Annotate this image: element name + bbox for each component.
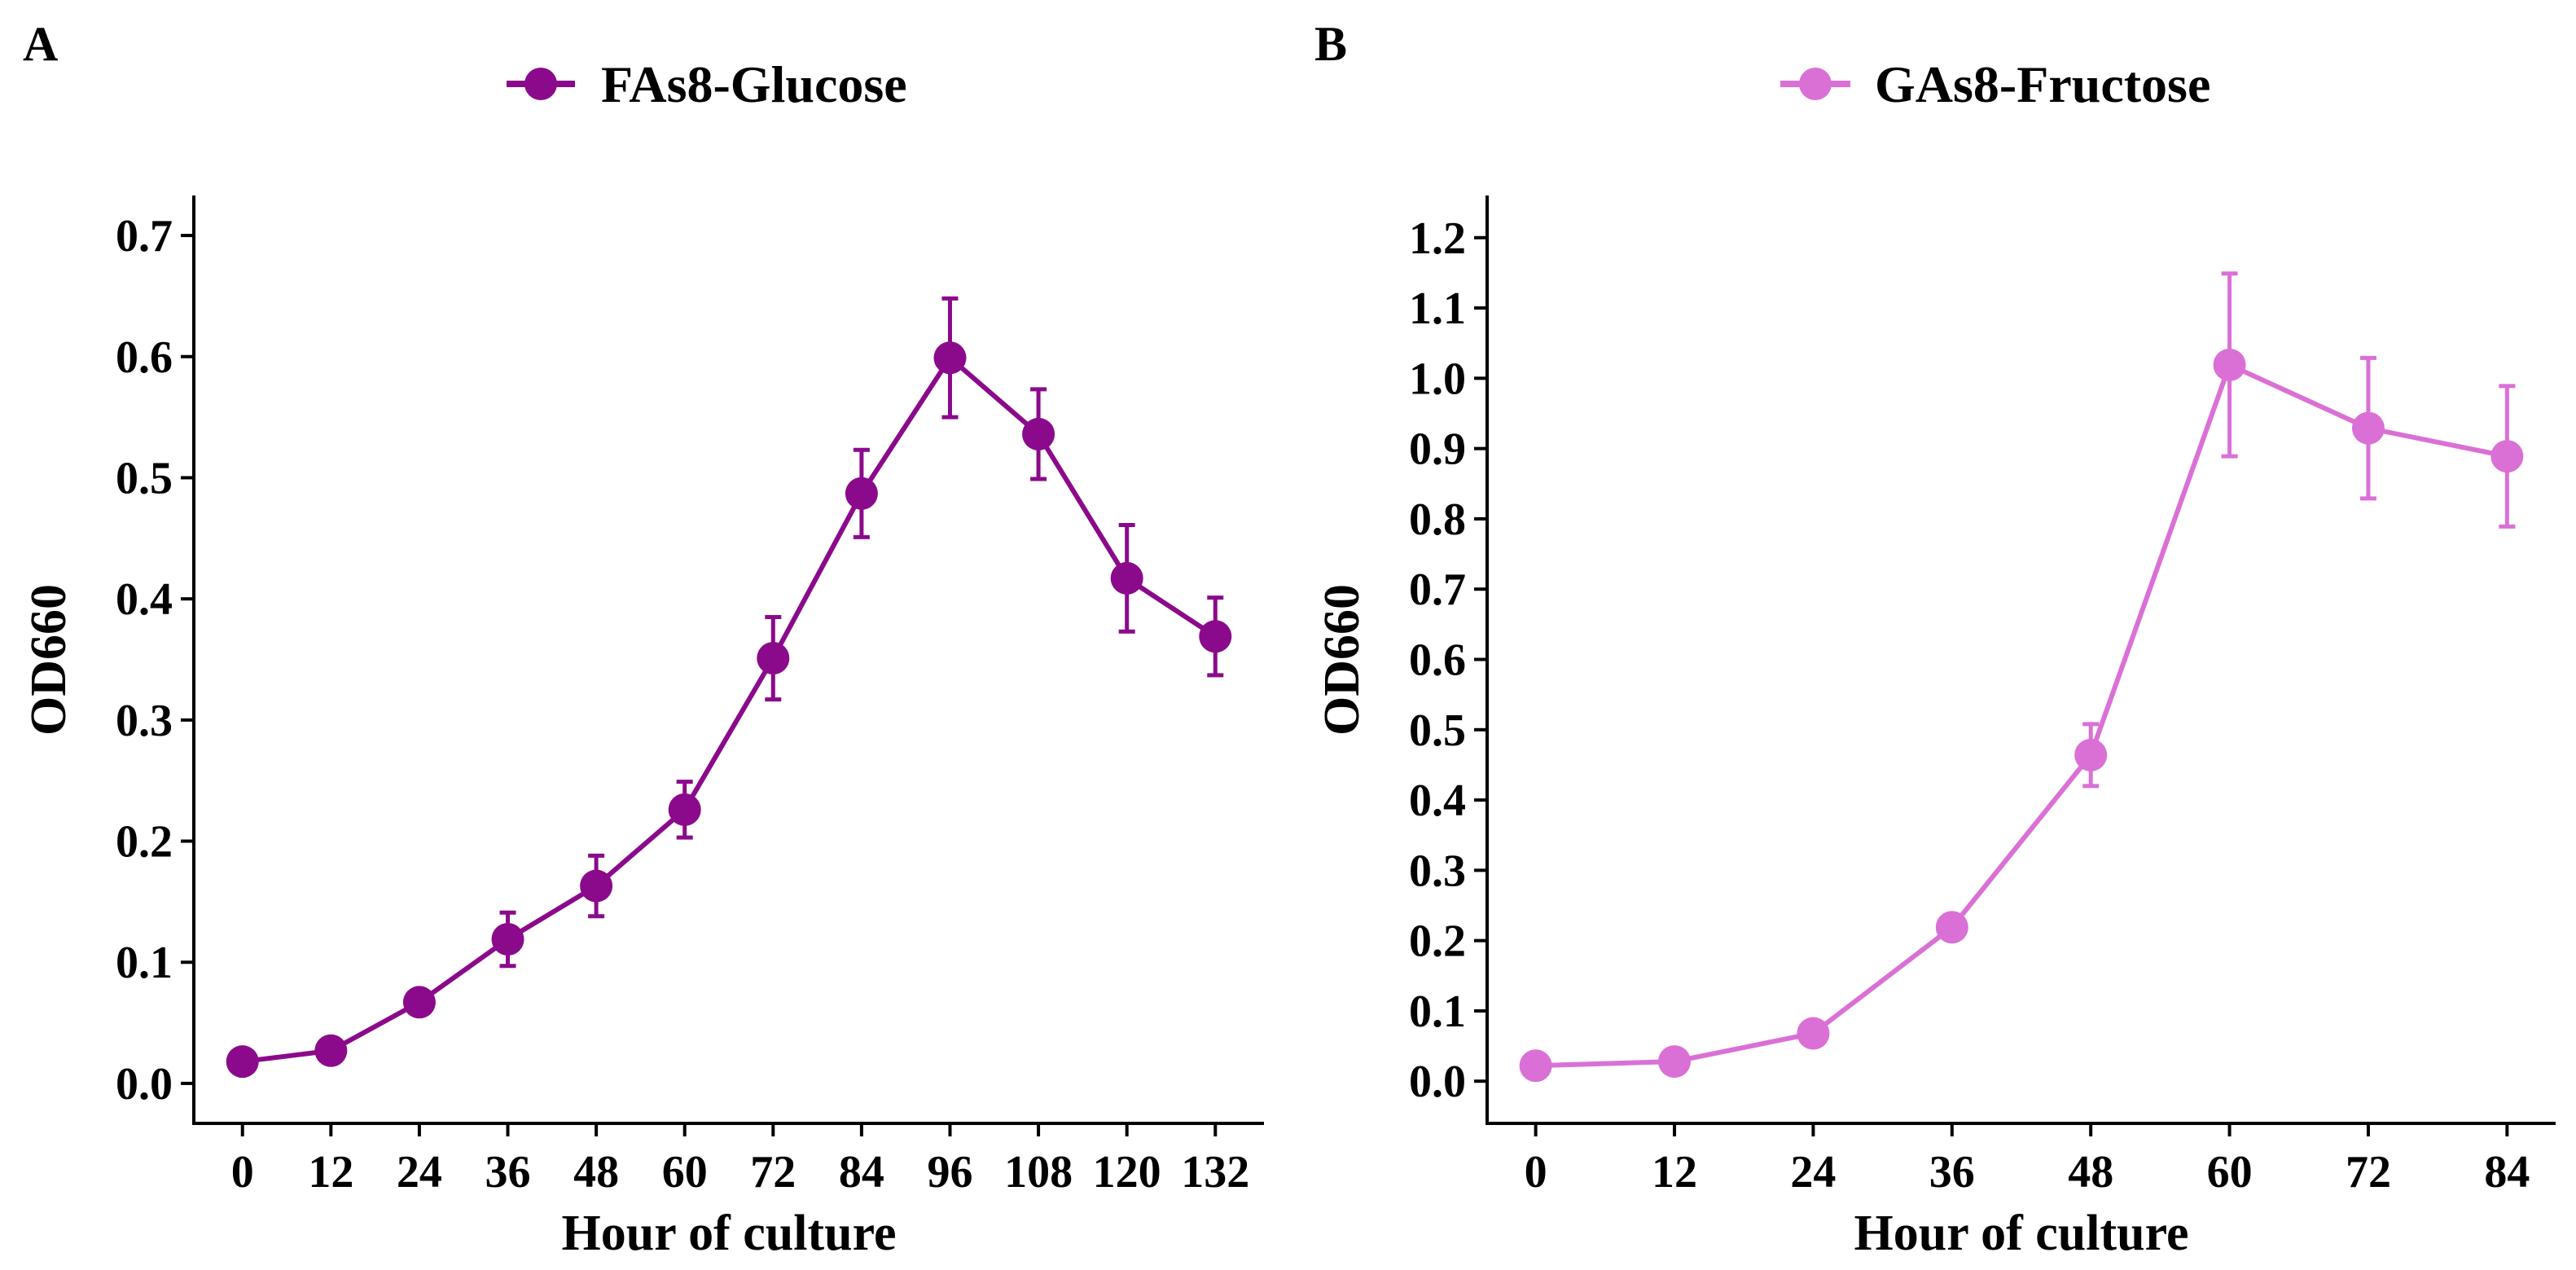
data-point bbox=[845, 477, 878, 510]
y-ticks: 0.0 0.1 0.2 0.3 0.4 0.5 0.6 0.7 0.8 0.9 1.0 1.1 1.2 bbox=[1409, 213, 1487, 1107]
x-tick-label: 24 bbox=[397, 1147, 442, 1197]
y-tick-label: 0.3 bbox=[116, 696, 173, 746]
data-point bbox=[2074, 738, 2108, 771]
y-tick-label: 0.4 bbox=[116, 574, 173, 625]
data-point bbox=[1110, 561, 1143, 595]
axes: 0.00.10.20.30.40.50.60.70.80.91.01.11.2 … bbox=[1409, 196, 2556, 1197]
data-point bbox=[314, 1034, 348, 1067]
y-tick-label: 0.1 bbox=[116, 938, 173, 988]
data-series bbox=[226, 296, 1232, 1079]
y-tick-label: 0.8 bbox=[1409, 494, 1466, 545]
panel-letter: A bbox=[23, 17, 58, 71]
x-tick-label: 0 bbox=[231, 1147, 254, 1197]
data-point bbox=[1199, 620, 1232, 653]
data-point bbox=[2351, 411, 2385, 445]
data-point bbox=[1519, 1049, 1552, 1083]
data-point bbox=[1797, 1017, 1830, 1050]
data-point bbox=[668, 793, 701, 826]
series-line bbox=[1535, 362, 2508, 1069]
y-tick-label: 0.3 bbox=[1409, 846, 1466, 896]
y-tick-label: 0.4 bbox=[1409, 776, 1466, 826]
data-point bbox=[933, 341, 967, 375]
legend-marker bbox=[524, 68, 557, 100]
y-tick-label: 1.1 bbox=[1409, 283, 1466, 334]
x-ticks: 0 12 24 36 48 60 72 84 96 108 120 132 bbox=[231, 1123, 1249, 1197]
data-point bbox=[757, 642, 790, 675]
x-tick-label: 60 bbox=[2207, 1147, 2253, 1197]
x-axis-title: Hour of culture bbox=[1854, 1206, 2188, 1261]
x-tick-label: 48 bbox=[573, 1147, 619, 1197]
panel-b: B GAs8-Fructose 0.0 0.1 0.2 0.3 0.4 0.5 0.6 0.7… bbox=[1314, 17, 2556, 1261]
x-tick-label: 84 bbox=[2484, 1147, 2530, 1197]
legend-marker bbox=[1799, 68, 1832, 100]
legend-label: FAs8-Glucose bbox=[601, 55, 907, 113]
y-tick-label: 0.2 bbox=[1409, 916, 1466, 967]
y-tick-label: 0.1 bbox=[1409, 987, 1466, 1037]
x-tick-label: 0 bbox=[1525, 1147, 1547, 1197]
y-tick-label: 0.6 bbox=[1409, 635, 1466, 686]
x-tick-label: 36 bbox=[1929, 1147, 1975, 1197]
y-tick-label: 0.5 bbox=[1409, 705, 1466, 756]
data-series bbox=[1519, 271, 2524, 1083]
y-tick-label: 0.0 bbox=[1409, 1057, 1466, 1107]
y-tick-label: 0.2 bbox=[116, 817, 173, 868]
y-ticks: 0.0 0.1 0.2 0.3 0.4 0.5 0.6 0.7 bbox=[116, 211, 194, 1110]
x-tick-label: 120 bbox=[1093, 1147, 1161, 1197]
data-point bbox=[1935, 911, 1968, 944]
y-axis-title: OD660 bbox=[21, 584, 77, 736]
data-point bbox=[1022, 417, 1055, 450]
y-tick-label: 0.6 bbox=[116, 332, 173, 383]
x-ticks: 0 12 24 36 48 60 72 84 bbox=[1525, 1123, 2530, 1197]
x-tick-label: 72 bbox=[750, 1147, 796, 1197]
data-point bbox=[1658, 1045, 1692, 1079]
y-tick-label: 1.2 bbox=[1409, 213, 1466, 264]
x-tick-label: 108 bbox=[1004, 1147, 1073, 1197]
panel-a: A FAs8-Glucose 0.0 0.1 0.2 0.3 0.4 0.5 0.6 0.7 … bbox=[21, 17, 1264, 1261]
legend-label: GAs8-Fructose bbox=[1875, 55, 2210, 113]
y-tick-label: 1.0 bbox=[1409, 354, 1466, 404]
data-point bbox=[402, 986, 436, 1019]
x-tick-label: 132 bbox=[1181, 1147, 1249, 1197]
x-axis-title: Hour of culture bbox=[561, 1206, 896, 1261]
series-line bbox=[242, 355, 1217, 1065]
x-tick-label: 36 bbox=[485, 1147, 531, 1197]
data-point bbox=[2490, 440, 2524, 473]
x-tick-label: 48 bbox=[2068, 1147, 2113, 1197]
legend: FAs8-Glucose bbox=[507, 55, 907, 113]
x-tick-label: 12 bbox=[308, 1147, 353, 1197]
y-tick-label: 0.7 bbox=[116, 211, 173, 261]
y-tick-label: 0.0 bbox=[116, 1059, 173, 1110]
data-point bbox=[226, 1045, 259, 1079]
y-axis-title: OD660 bbox=[1314, 584, 1370, 736]
axes: 0.0 0.1 0.2 0.3 0.4 0.5 0.6 0.7 0 12 24 36 48 60 72 84… bbox=[116, 196, 1264, 1197]
data-point bbox=[580, 869, 613, 903]
x-tick-label: 12 bbox=[1652, 1147, 1697, 1197]
y-tick-label: 0.9 bbox=[1409, 424, 1466, 475]
legend: GAs8-Fructose bbox=[1780, 55, 2210, 113]
data-point bbox=[2213, 348, 2246, 381]
y-tick-label: 0.5 bbox=[116, 453, 173, 503]
x-tick-label: 24 bbox=[1790, 1147, 1836, 1197]
panel-letter: B bbox=[1314, 17, 1347, 71]
data-point bbox=[491, 922, 524, 956]
x-tick-label: 72 bbox=[2346, 1147, 2391, 1197]
x-tick-label: 60 bbox=[662, 1147, 708, 1197]
x-tick-label: 96 bbox=[927, 1147, 972, 1197]
x-tick-label: 84 bbox=[839, 1147, 884, 1197]
y-tick-label: 0.7 bbox=[1409, 565, 1466, 615]
